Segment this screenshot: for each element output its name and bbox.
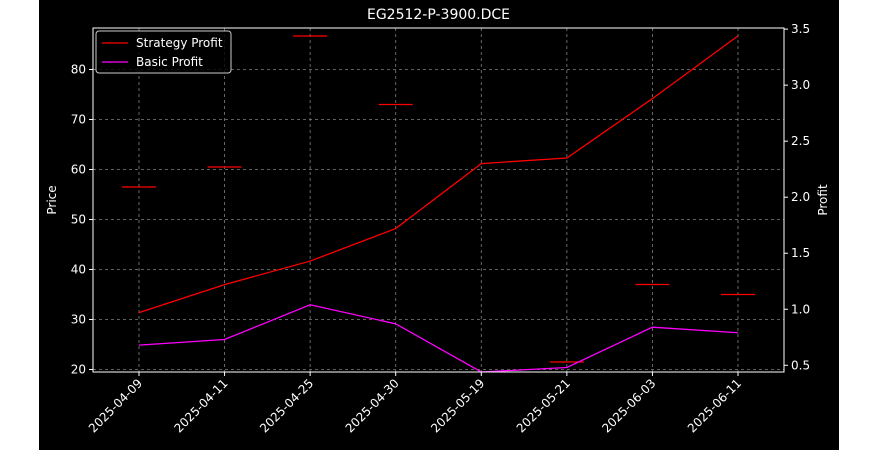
y-tick-label-right: 1.5	[791, 246, 810, 260]
y-tick-label-right: 2.5	[791, 134, 810, 148]
x-tick-label: 2025-04-25	[257, 376, 316, 435]
x-tick-label: 2025-06-11	[685, 376, 744, 435]
grid	[93, 28, 784, 372]
legend-label: Basic Profit	[136, 55, 203, 69]
x-tick-label: 2025-05-19	[428, 376, 487, 435]
chart-title: EG2512-P-3900.DCE	[367, 7, 510, 23]
x-tick-label: 2025-05-21	[514, 376, 573, 435]
x-tick-label: 2025-04-11	[171, 376, 230, 435]
y-tick-label-left: 80	[71, 63, 86, 77]
x-tick-label: 2025-04-09	[86, 376, 145, 435]
y-tick-label-left: 40	[71, 263, 86, 277]
axis-ticks: 2025-04-09 2025-04-11 2025-04-25 2025-04-30…	[71, 22, 810, 435]
y-tick-label-right: 2.0	[791, 190, 810, 204]
y-tick-label-left: 60	[71, 163, 86, 177]
series-line-strategy-profit	[138, 35, 739, 314]
x-tick-label: 2025-04-30	[343, 376, 402, 435]
series-line-basic-profit	[138, 304, 739, 373]
price-marks	[122, 35, 755, 363]
axes-frame	[92, 27, 785, 373]
x-tick-label: 2025-06-03	[599, 376, 658, 435]
y-tick-label-left: 30	[71, 313, 86, 327]
profit-lines	[138, 35, 739, 373]
y-tick-label-left: 70	[71, 113, 86, 127]
legend-label: Strategy Profit	[136, 36, 223, 50]
y-axis-label-left: Price	[45, 185, 59, 214]
y-tick-label-left: 50	[71, 213, 86, 227]
y-tick-label-right: 3.5	[791, 22, 810, 36]
y-tick-label-right: 0.5	[791, 358, 810, 372]
chart-figure: 2025-04-09 2025-04-11 2025-04-25 2025-04-30…	[39, 0, 839, 450]
y-tick-label-right: 1.0	[791, 302, 810, 316]
legend-box	[95, 30, 232, 74]
legend: Strategy Profit Basic Profit	[95, 30, 232, 74]
y-axis-label-right: Profit	[816, 184, 830, 216]
chart-svg: 2025-04-09 2025-04-11 2025-04-25 2025-04-30…	[45, 7, 830, 435]
y-tick-label-left: 20	[71, 363, 86, 377]
y-tick-label-right: 3.0	[791, 78, 810, 92]
